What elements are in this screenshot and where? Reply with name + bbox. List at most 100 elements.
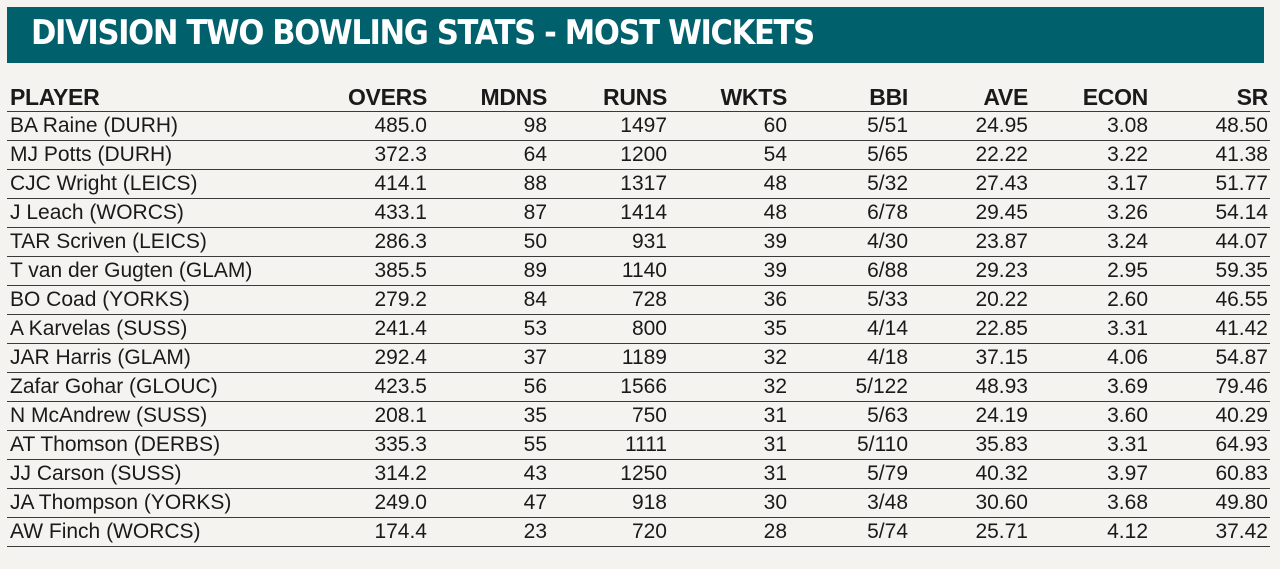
table-row: JJ Carson (SUSS) 314.2 43 1250 31 5/79 40.32 3.… xyxy=(7,459,1270,489)
table-row: AT Thomson (DERBS) 335.3 55 1111 31 5/110 35.8… xyxy=(7,430,1270,460)
table-row: T van der Gugten (GLAM) 385.5 89 1140 39 6/88… xyxy=(7,256,1270,286)
cell-player: MJ Potts (DURH) xyxy=(7,140,251,170)
table-row: TAR Scriven (LEICS) 286.3 50 931 39 4/30 23.87… xyxy=(7,227,1270,257)
cell-overs: 414.1 xyxy=(251,169,429,199)
cell-mdns: 88 xyxy=(429,169,549,199)
cell-runs: 1250 xyxy=(549,459,669,489)
cell-sr: 64.93 xyxy=(1150,430,1270,460)
cell-ave: 25.71 xyxy=(910,517,1030,547)
cell-wkts: 48 xyxy=(669,169,789,199)
cell-econ: 4.12 xyxy=(1030,517,1150,547)
cell-econ: 3.31 xyxy=(1030,314,1150,344)
cell-sr: 51.77 xyxy=(1150,169,1270,199)
cell-player: JAR Harris (GLAM) xyxy=(7,343,251,373)
cell-sr: 59.35 xyxy=(1150,256,1270,286)
cell-bbi: 5/110 xyxy=(789,430,910,460)
cell-sr: 40.29 xyxy=(1150,401,1270,431)
title-banner: DIVISION TWO BOWLING STATS - MOST WICKET… xyxy=(7,7,1264,63)
cell-mdns: 43 xyxy=(429,459,549,489)
cell-wkts: 31 xyxy=(669,430,789,460)
cell-mdns: 47 xyxy=(429,488,549,518)
cell-player: A Karvelas (SUSS) xyxy=(7,314,251,344)
cell-overs: 314.2 xyxy=(251,459,429,489)
cell-mdns: 35 xyxy=(429,401,549,431)
cell-wkts: 60 xyxy=(669,111,789,141)
table-row: A Karvelas (SUSS) 241.4 53 800 35 4/14 22.85 3.… xyxy=(7,314,1270,344)
cell-sr: 54.14 xyxy=(1150,198,1270,228)
column-header-wkts: WKTS xyxy=(720,84,787,110)
table-row: CJC Wright (LEICS) 414.1 88 1317 48 5/32 27.43… xyxy=(7,169,1270,199)
cell-runs: 1189 xyxy=(549,343,669,373)
cell-runs: 1111 xyxy=(549,430,669,460)
cell-sr: 41.38 xyxy=(1150,140,1270,170)
cell-player: BA Raine (DURH) xyxy=(7,111,251,141)
cell-bbi: 5/122 xyxy=(789,372,910,402)
table-row: BO Coad (YORKS) 279.2 84 728 36 5/33 20.22 2.60… xyxy=(7,285,1270,315)
cell-econ: 3.31 xyxy=(1030,430,1150,460)
cell-wkts: 31 xyxy=(669,401,789,431)
table-row: JA Thompson (YORKS) 249.0 47 918 30 3/48 30.60… xyxy=(7,488,1270,518)
cell-econ: 3.60 xyxy=(1030,401,1150,431)
cell-mdns: 87 xyxy=(429,198,549,228)
cell-ave: 35.83 xyxy=(910,430,1030,460)
cell-sr: 44.07 xyxy=(1150,227,1270,257)
cell-ave: 27.43 xyxy=(910,169,1030,199)
cell-overs: 286.3 xyxy=(251,227,429,257)
column-header-sr: SR xyxy=(1236,84,1269,110)
cell-player: AW Finch (WORCS) xyxy=(7,517,251,547)
cell-wkts: 48 xyxy=(669,198,789,228)
cell-mdns: 50 xyxy=(429,227,549,257)
cell-wkts: 39 xyxy=(669,256,789,286)
cell-mdns: 55 xyxy=(429,430,549,460)
cell-player: N McAndrew (SUSS) xyxy=(7,401,251,431)
cell-player: AT Thomson (DERBS) xyxy=(7,430,251,460)
cell-overs: 423.5 xyxy=(251,372,429,402)
cell-bbi: 6/78 xyxy=(789,198,910,228)
cell-mdns: 56 xyxy=(429,372,549,402)
cell-overs: 174.4 xyxy=(251,517,429,547)
cell-ave: 24.19 xyxy=(910,401,1030,431)
cell-overs: 372.3 xyxy=(251,140,429,170)
cell-bbi: 5/33 xyxy=(789,285,910,315)
cell-runs: 728 xyxy=(549,285,669,315)
cell-mdns: 64 xyxy=(429,140,549,170)
cell-mdns: 89 xyxy=(429,256,549,286)
cell-wkts: 30 xyxy=(669,488,789,518)
cell-sr: 37.42 xyxy=(1150,517,1270,547)
cell-bbi: 4/30 xyxy=(789,227,910,257)
cell-bbi: 5/79 xyxy=(789,459,910,489)
cell-ave: 40.32 xyxy=(910,459,1030,489)
column-header-mdns: MDNS xyxy=(480,84,547,110)
cell-sr: 41.42 xyxy=(1150,314,1270,344)
cell-ave: 24.95 xyxy=(910,111,1030,141)
cell-ave: 29.23 xyxy=(910,256,1030,286)
cell-sr: 49.80 xyxy=(1150,488,1270,518)
cell-overs: 279.2 xyxy=(251,285,429,315)
cell-bbi: 3/48 xyxy=(789,488,910,518)
cell-bbi: 4/18 xyxy=(789,343,910,373)
page-title: DIVISION TWO BOWLING STATS - MOST WICKET… xyxy=(31,13,815,53)
cell-player: JJ Carson (SUSS) xyxy=(7,459,251,489)
cell-mdns: 23 xyxy=(429,517,549,547)
cell-player: J Leach (WORCS) xyxy=(7,198,251,228)
table-row: Zafar Gohar (GLOUC) 423.5 56 1566 32 5/122 48.… xyxy=(7,372,1270,402)
table-body: BA Raine (DURH) 485.0 98 1497 60 5/51 24.95 3.0… xyxy=(7,111,1270,547)
cell-econ: 3.69 xyxy=(1030,372,1150,402)
cell-sr: 46.55 xyxy=(1150,285,1270,315)
cell-overs: 241.4 xyxy=(251,314,429,344)
cell-econ: 3.17 xyxy=(1030,169,1150,199)
cell-bbi: 4/14 xyxy=(789,314,910,344)
column-header-ave: AVE xyxy=(983,84,1028,110)
cell-runs: 918 xyxy=(549,488,669,518)
cell-player: TAR Scriven (LEICS) xyxy=(7,227,251,257)
cell-ave: 30.60 xyxy=(910,488,1030,518)
cell-econ: 3.08 xyxy=(1030,111,1150,141)
cell-ave: 29.45 xyxy=(910,198,1030,228)
cell-wkts: 32 xyxy=(669,372,789,402)
cell-player: Zafar Gohar (GLOUC) xyxy=(7,372,251,402)
cell-wkts: 54 xyxy=(669,140,789,170)
cell-mdns: 98 xyxy=(429,111,549,141)
cell-wkts: 36 xyxy=(669,285,789,315)
column-header-overs: OVERS xyxy=(347,84,427,110)
cell-player: T van der Gugten (GLAM) xyxy=(7,256,252,286)
